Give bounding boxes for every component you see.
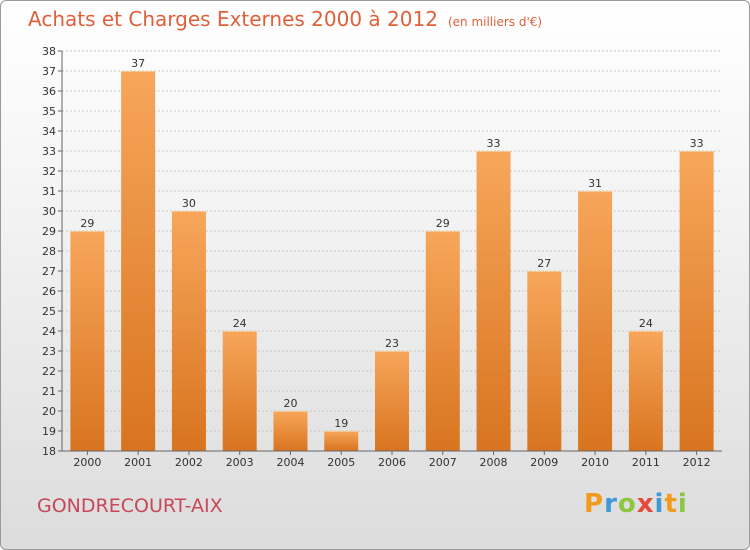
data-label: 33 [690, 137, 704, 150]
y-tick-label: 18 [42, 445, 56, 458]
bar [121, 71, 156, 451]
y-tick-label: 30 [42, 205, 56, 218]
bar [375, 351, 409, 451]
y-tick-label: 20 [42, 405, 56, 418]
y-tick-label: 29 [42, 225, 56, 238]
logo-letter: P [584, 489, 605, 519]
y-tick-label: 36 [42, 85, 56, 98]
y-axis: 18 19 20 21 22 23 24 25 26 27 28 29 30 31 32 33 34 35 36 37… [42, 45, 63, 458]
bar [222, 331, 257, 451]
x-tick-label: 2000 [73, 456, 101, 469]
bar [425, 231, 460, 451]
commune-name: GONDRECOURT-AIX [37, 495, 223, 517]
y-tick-label: 38 [42, 45, 56, 58]
x-tick-label: 2008 [480, 456, 508, 469]
bar [171, 211, 206, 451]
bar [527, 271, 562, 451]
y-tick-label: 37 [42, 65, 56, 78]
x-tick-label: 2001 [124, 456, 152, 469]
x-tick-label: 2002 [175, 456, 203, 469]
data-label: 24 [639, 317, 653, 330]
x-tick-label: 2004 [276, 456, 304, 469]
x-tick-label: 2012 [683, 456, 711, 469]
x-axis: 2000 2001 2002 2003 2004 2005 2006 2007 2008 2009… [62, 450, 722, 469]
y-tick-label: 25 [42, 305, 56, 318]
chart-title-text: Achats et Charges Externes 2000 à 2012 [28, 7, 438, 31]
data-label: 30 [182, 197, 196, 210]
y-tick-label: 27 [42, 265, 56, 278]
logo-letter: t [664, 489, 678, 519]
chart-unit: (en milliers d'€) [447, 15, 543, 29]
bars: 29 37 30 24 20 19 23 29 33 27 31 24 33 [70, 57, 714, 451]
x-tick-label: 2006 [378, 456, 406, 469]
y-tick-label: 32 [42, 165, 56, 178]
logo-letter: r [604, 489, 618, 519]
bar [628, 331, 663, 451]
logo-letter: i [654, 489, 665, 519]
y-tick-label: 28 [42, 245, 56, 258]
y-tick-label: 21 [42, 385, 56, 398]
x-tick-label: 2005 [327, 456, 355, 469]
x-tick-label: 2007 [429, 456, 457, 469]
y-tick-label: 31 [42, 185, 56, 198]
logo-letter: i [677, 489, 688, 519]
y-tick-label: 24 [42, 325, 56, 338]
data-label: 31 [588, 177, 602, 190]
y-tick-label: 23 [42, 345, 56, 358]
bar [273, 411, 308, 451]
bar [578, 191, 613, 451]
x-tick-label: 2011 [632, 456, 660, 469]
y-tick-label: 35 [42, 105, 56, 118]
x-tick-label: 2003 [226, 456, 254, 469]
bar [324, 431, 359, 451]
logo-letter: o [617, 489, 637, 519]
data-label: 33 [487, 137, 501, 150]
y-tick-label: 19 [42, 425, 56, 438]
y-tick-label: 26 [42, 285, 56, 298]
chart-title: Achats et Charges Externes 2000 à 2012 (e… [28, 7, 542, 31]
bar [476, 151, 511, 451]
data-label: 19 [334, 417, 348, 430]
proxiti-logo: Proxiti [584, 489, 688, 519]
x-tick-label: 2010 [581, 456, 609, 469]
bar [70, 231, 105, 451]
data-label: 20 [283, 397, 297, 410]
logo-letter: x [636, 489, 655, 519]
data-label: 27 [537, 257, 551, 270]
data-label: 24 [233, 317, 247, 330]
data-label: 29 [436, 217, 450, 230]
data-label: 37 [131, 57, 145, 70]
bar [679, 151, 714, 451]
y-tick-label: 22 [42, 365, 56, 378]
x-tick-label: 2009 [530, 456, 558, 469]
y-tick-label: 34 [42, 125, 56, 138]
data-label: 29 [80, 217, 94, 230]
data-label: 23 [385, 337, 399, 350]
y-tick-label: 33 [42, 145, 56, 158]
